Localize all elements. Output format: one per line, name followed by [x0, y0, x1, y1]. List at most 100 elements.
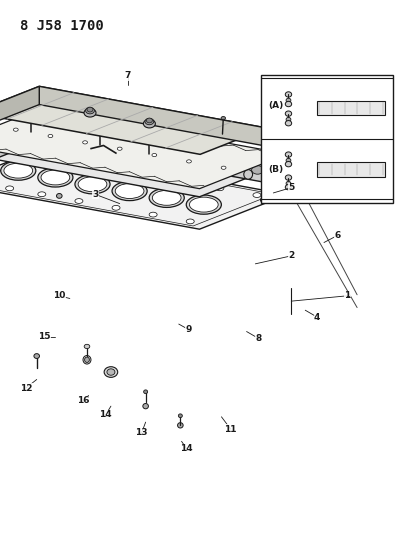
Ellipse shape [29, 113, 33, 116]
Ellipse shape [83, 150, 95, 157]
Text: 12: 12 [20, 384, 32, 392]
Ellipse shape [38, 168, 73, 187]
Ellipse shape [14, 128, 18, 131]
Ellipse shape [286, 181, 291, 185]
Ellipse shape [159, 167, 168, 172]
Ellipse shape [78, 177, 107, 192]
Ellipse shape [34, 354, 40, 358]
Ellipse shape [143, 403, 148, 409]
Text: 14: 14 [180, 445, 193, 453]
Polygon shape [0, 86, 39, 131]
Ellipse shape [120, 157, 132, 164]
Ellipse shape [217, 165, 226, 171]
Ellipse shape [49, 135, 75, 149]
Ellipse shape [117, 147, 122, 150]
Ellipse shape [215, 159, 227, 167]
Text: 3: 3 [93, 190, 99, 199]
Ellipse shape [112, 205, 120, 210]
Ellipse shape [252, 166, 264, 174]
Ellipse shape [186, 195, 221, 214]
Ellipse shape [285, 175, 292, 180]
Ellipse shape [143, 119, 155, 128]
Polygon shape [40, 117, 287, 187]
Ellipse shape [178, 414, 182, 418]
Ellipse shape [272, 187, 276, 190]
Ellipse shape [142, 172, 150, 177]
Polygon shape [0, 86, 267, 155]
Ellipse shape [124, 149, 150, 163]
Ellipse shape [1, 161, 36, 180]
Text: (A): (A) [269, 101, 284, 110]
Ellipse shape [86, 108, 95, 114]
Ellipse shape [187, 153, 191, 156]
Ellipse shape [194, 170, 206, 177]
Ellipse shape [149, 212, 157, 217]
Ellipse shape [221, 117, 225, 120]
Ellipse shape [87, 107, 93, 112]
Ellipse shape [72, 159, 80, 164]
Ellipse shape [122, 160, 130, 165]
Ellipse shape [84, 344, 90, 349]
Text: 4: 4 [314, 313, 320, 321]
Text: 15: 15 [38, 333, 51, 341]
Ellipse shape [141, 148, 153, 155]
Ellipse shape [32, 131, 40, 136]
Ellipse shape [285, 101, 292, 107]
Ellipse shape [286, 98, 291, 102]
Polygon shape [0, 109, 287, 189]
Ellipse shape [14, 122, 18, 124]
Ellipse shape [49, 127, 52, 130]
Polygon shape [0, 149, 287, 229]
Text: 8: 8 [255, 334, 262, 343]
Ellipse shape [35, 153, 43, 158]
Ellipse shape [196, 174, 205, 179]
Polygon shape [0, 117, 40, 176]
Ellipse shape [52, 137, 72, 148]
Ellipse shape [106, 145, 115, 150]
Ellipse shape [75, 175, 110, 194]
Polygon shape [0, 117, 287, 197]
Ellipse shape [112, 181, 147, 200]
Ellipse shape [83, 134, 87, 136]
Polygon shape [165, 154, 199, 162]
Ellipse shape [46, 143, 58, 150]
Ellipse shape [126, 150, 146, 161]
Ellipse shape [285, 152, 292, 157]
Ellipse shape [178, 423, 183, 428]
Ellipse shape [216, 186, 224, 191]
Ellipse shape [221, 166, 226, 169]
Ellipse shape [143, 152, 152, 157]
Ellipse shape [157, 163, 169, 170]
Ellipse shape [84, 109, 96, 117]
Text: 6: 6 [334, 231, 340, 240]
Text: 13: 13 [135, 429, 148, 437]
Text: 8 J58 1700: 8 J58 1700 [20, 19, 104, 33]
Ellipse shape [164, 157, 184, 168]
Text: 5: 5 [288, 183, 294, 192]
Ellipse shape [286, 117, 291, 122]
Text: 2: 2 [288, 252, 294, 260]
Ellipse shape [12, 128, 38, 142]
Bar [317, 101, 385, 115]
Bar [317, 162, 385, 176]
Ellipse shape [285, 120, 292, 126]
Ellipse shape [87, 142, 113, 156]
Ellipse shape [15, 130, 35, 141]
Ellipse shape [253, 193, 261, 198]
Ellipse shape [179, 179, 187, 184]
Ellipse shape [186, 219, 194, 224]
Ellipse shape [9, 136, 21, 143]
Ellipse shape [10, 140, 19, 145]
Ellipse shape [4, 163, 33, 178]
Polygon shape [39, 86, 267, 146]
Text: 10: 10 [53, 292, 65, 300]
Text: 16: 16 [77, 397, 89, 405]
Ellipse shape [285, 184, 292, 190]
Ellipse shape [85, 357, 89, 362]
Ellipse shape [244, 169, 253, 179]
Ellipse shape [48, 134, 53, 138]
Ellipse shape [30, 128, 42, 135]
Ellipse shape [152, 147, 156, 149]
Ellipse shape [85, 153, 93, 158]
Ellipse shape [69, 138, 77, 143]
